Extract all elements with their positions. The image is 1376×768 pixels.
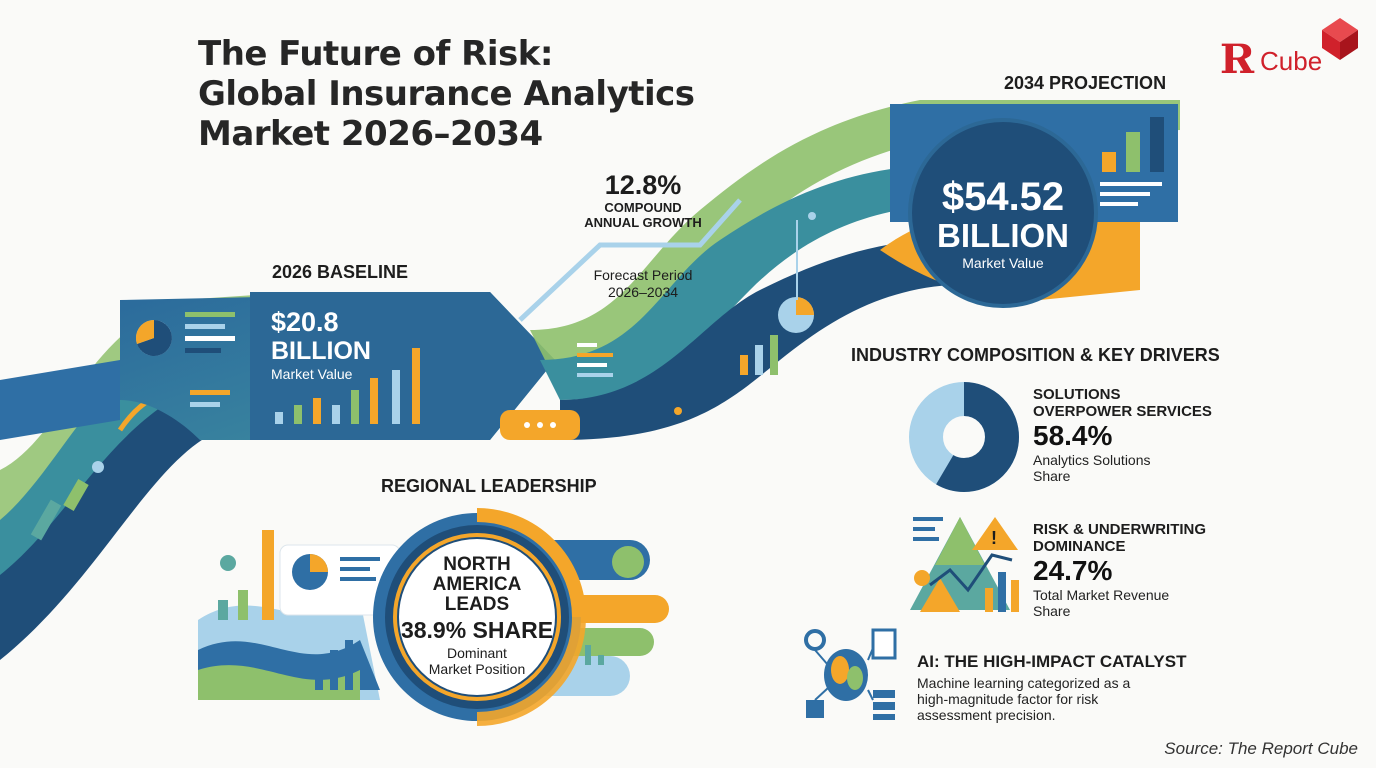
baseline-unit: BILLION — [271, 337, 371, 365]
risk-sub-line-1: Total Market Revenue — [1033, 587, 1170, 603]
risk-sub-line-2: Share — [1033, 603, 1071, 619]
projection-value: $54.52 — [941, 175, 1065, 219]
forecast-period-line-1: Forecast Period — [593, 267, 693, 283]
forecast-period: Forecast Period 2026–2034 — [584, 267, 702, 301]
regional-line-2: AMERICA — [432, 574, 522, 595]
logo-word: Cube — [1260, 46, 1323, 76]
risk-value: 24.7% — [1033, 555, 1113, 586]
regional-line-1: NORTH — [443, 554, 511, 575]
regional-caption-line-1: Dominant — [447, 645, 507, 661]
projection-caption: Market Value — [962, 255, 1044, 271]
risk-driver: RISK & UNDERWRITING DOMINANCE 24.7% Tota… — [1033, 521, 1233, 619]
regional-line-3: LEADS — [444, 594, 510, 615]
solutions-sub-line-1: Analytics Solutions — [1033, 452, 1151, 468]
ai-sub-line-2: high-magnitude factor for risk — [917, 691, 1099, 707]
regional-block: NORTH AMERICA LEADS 38.9% SHARE Dominant… — [397, 554, 557, 678]
ai-driver: AI: THE HIGH-IMPACT CATALYST Machine lea… — [917, 652, 1217, 723]
ai-title: AI: THE HIGH-IMPACT CATALYST — [917, 652, 1187, 671]
regional-heading: REGIONAL LEADERSHIP — [381, 476, 597, 496]
ai-sub-line-3: assessment precision. — [917, 707, 1056, 723]
source-note: Source: The Report Cube — [1164, 739, 1358, 758]
solutions-value: 58.4% — [1033, 420, 1113, 451]
ai-sub-line-1: Machine learning categorized as a — [917, 675, 1131, 691]
title-line-3: Market 2026–2034 — [198, 114, 543, 154]
page-title: The Future of Risk: Global Insurance Ana… — [198, 34, 695, 154]
solutions-driver: SOLUTIONS OVERPOWER SERVICES 58.4% Analy… — [1033, 386, 1233, 484]
industry-heading: INDUSTRY COMPOSITION & KEY DRIVERS — [851, 345, 1220, 365]
projection-heading: 2034 PROJECTION — [1004, 73, 1167, 93]
title-line-1: The Future of Risk: — [198, 34, 553, 74]
regional-caption-line-2: Market Position — [428, 661, 526, 677]
growth-rate: 12.8% — [604, 170, 682, 200]
growth-label-line-2: ANNUAL GROWTH — [584, 215, 702, 230]
logo-mark: Я — [1220, 36, 1256, 83]
baseline-caption: Market Value — [271, 366, 353, 382]
growth-label-line-1: COMPOUND — [604, 200, 682, 215]
risk-title-line-1: RISK & UNDERWRITING — [1033, 521, 1207, 538]
svg-text:!: ! — [991, 528, 997, 548]
growth-block: 12.8% COMPOUND ANNUAL GROWTH — [584, 170, 702, 230]
baseline-value: $20.8 — [271, 307, 339, 337]
regional-share: 38.9% SHARE — [400, 617, 554, 643]
solutions-share-arc — [909, 382, 1019, 492]
solutions-title-line-2: OVERPOWER SERVICES — [1033, 403, 1212, 420]
projection-value-block: $54.52 BILLION Market Value — [918, 176, 1088, 272]
baseline-heading: 2026 BASELINE — [272, 262, 409, 282]
solutions-sub-line-2: Share — [1033, 468, 1071, 484]
solutions-title-line-1: SOLUTIONS — [1033, 386, 1121, 403]
baseline-value-block: $20.8 BILLION Market Value — [271, 308, 371, 383]
risk-title-line-2: DOMINANCE — [1033, 538, 1126, 555]
forecast-period-line-2: 2026–2034 — [607, 284, 679, 300]
projection-unit: BILLION — [937, 217, 1069, 254]
title-line-2: Global Insurance Analytics — [198, 74, 695, 114]
